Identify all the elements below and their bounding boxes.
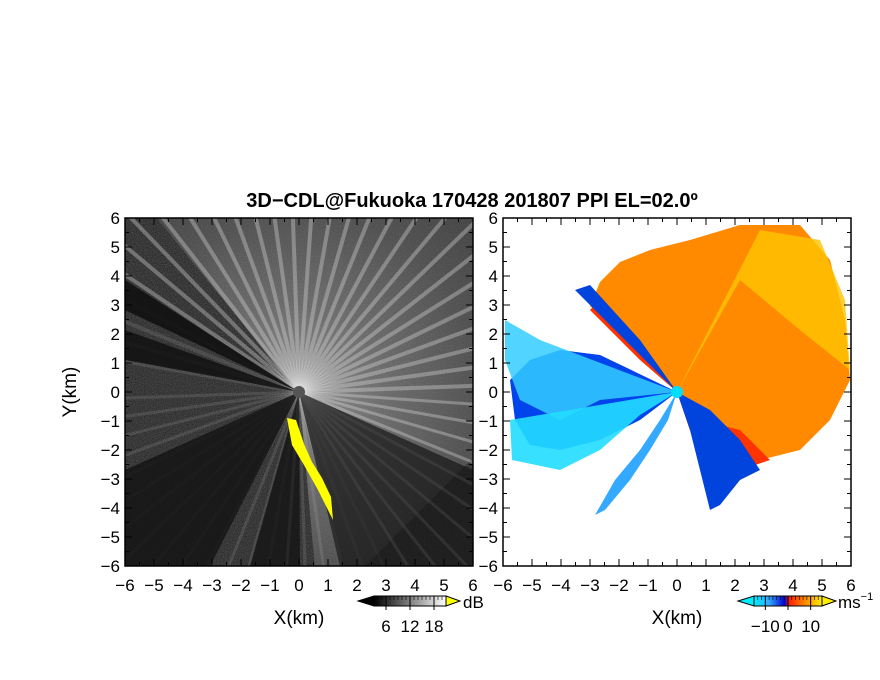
- left-x-tick-label: 2: [352, 576, 361, 595]
- left-colorbar-tick-label: 6: [381, 617, 390, 636]
- left-y-tick-label: −4: [101, 499, 120, 518]
- right-y-tick-label: −5: [479, 528, 498, 547]
- left-y-tick-label: 3: [111, 296, 120, 315]
- right-x-tick-label: −3: [580, 576, 599, 595]
- right-x-tick-label: 2: [730, 576, 739, 595]
- right-y-tick-label: 1: [489, 354, 498, 373]
- right-y-tick-label: 3: [489, 296, 498, 315]
- right-x-tick-label: 3: [759, 576, 768, 595]
- right-x-tick-label: −4: [551, 576, 570, 595]
- left-colorbar-tick-label: 18: [425, 617, 444, 636]
- left-x-tick-label: 5: [439, 576, 448, 595]
- left-x-tick-label: −3: [202, 576, 221, 595]
- left-x-tick-label: −2: [231, 576, 250, 595]
- right-x-tick-label: −2: [609, 576, 628, 595]
- left-x-tick-label: 4: [410, 576, 419, 595]
- left-y-tick-label: −2: [101, 441, 120, 460]
- right-x-tick-label: −5: [522, 576, 541, 595]
- left-y-tick-label: −5: [101, 528, 120, 547]
- right-x-tick-label: −6: [493, 576, 512, 595]
- right-y-tick-label: 6: [489, 209, 498, 228]
- left-x-tick-label: 0: [294, 576, 303, 595]
- left-x-tick-label: 3: [381, 576, 390, 595]
- right-y-tick-label: −4: [479, 499, 498, 518]
- left-x-tick-label: 6: [468, 576, 477, 595]
- right-x-tick-label: −1: [638, 576, 657, 595]
- highlight-region: [287, 418, 333, 520]
- right-x-tick-label: 4: [788, 576, 797, 595]
- left-x-tick-label: −1: [260, 576, 279, 595]
- chart-title: 3D−CDL@Fukuoka 170428 201807 PPI EL=02.0…: [246, 190, 698, 212]
- right-x-tick-label: 5: [817, 576, 826, 595]
- left-y-tick-label: 1: [111, 354, 120, 373]
- left-heatmap: [125, 218, 473, 566]
- right-y-tick-label: 0: [489, 383, 498, 402]
- left-y-tick-label: −3: [101, 470, 120, 489]
- left-colorbar-unit: dB: [463, 593, 484, 612]
- right-colorbar-unit: ms−1: [838, 591, 873, 612]
- left-y-tick-label: 5: [111, 238, 120, 257]
- right-colorbar-tick-label: 10: [801, 617, 820, 636]
- left-x-tick-label: −4: [173, 576, 192, 595]
- right-x-tick-label: 0: [672, 576, 681, 595]
- right-colorbar-tick-label: 0: [783, 617, 792, 636]
- left-x-tick-label: 1: [323, 576, 332, 595]
- right-y-tick-label: 2: [489, 325, 498, 344]
- left-x-tick-label: −6: [115, 576, 134, 595]
- right-x-axis-label: X(km): [652, 608, 703, 629]
- right-colorbar-tick-label: −10: [751, 617, 780, 636]
- right-x-tick-label: 6: [846, 576, 855, 595]
- right-y-tick-label: 5: [489, 238, 498, 257]
- right-colorbar: ms−1 −10 0 10: [736, 591, 873, 636]
- right-y-tick-label: −3: [479, 470, 498, 489]
- left-y-tick-label: −1: [101, 412, 120, 431]
- left-x-tick-label: −5: [144, 576, 163, 595]
- right-x-tick-label: 1: [701, 576, 710, 595]
- left-colorbar: dB 6 12 18: [356, 593, 484, 636]
- left-colorbar-tick-label: 12: [401, 617, 420, 636]
- right-y-tick-label: 4: [489, 267, 498, 286]
- left-y-tick-label: 2: [111, 325, 120, 344]
- right-y-tick-label: −2: [479, 441, 498, 460]
- left-y-tick-label: 4: [111, 267, 120, 286]
- left-y-tick-label: −6: [101, 557, 120, 576]
- right-y-tick-label: −1: [479, 412, 498, 431]
- left-y-tick-label: 6: [111, 209, 120, 228]
- left-x-axis-label: X(km): [274, 608, 325, 629]
- left-y-axis-label: Y(km): [60, 367, 81, 418]
- right-heatmap: [503, 218, 851, 566]
- right-y-tick-label: −6: [479, 557, 498, 576]
- left-y-tick-label: 0: [111, 383, 120, 402]
